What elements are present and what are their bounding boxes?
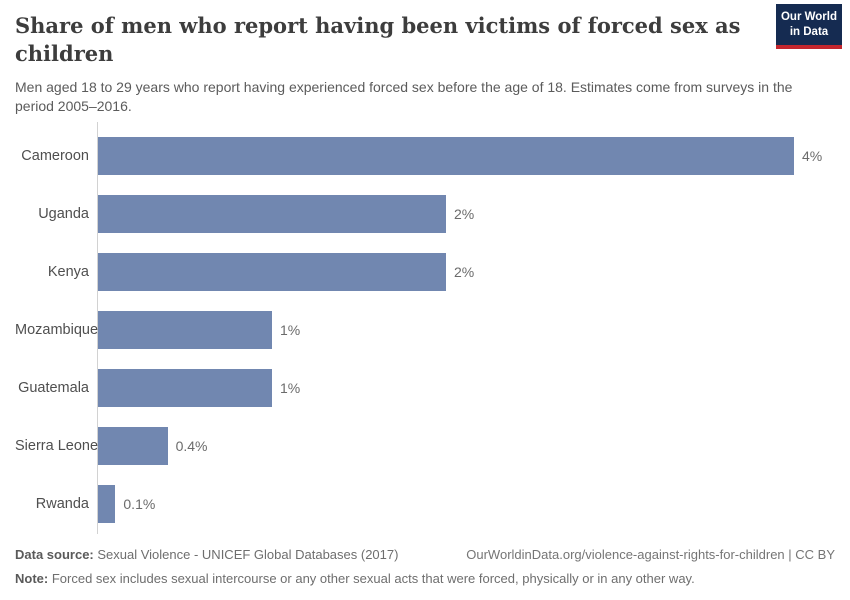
bar[interactable] [98,485,116,523]
value-label: 1% [280,380,301,396]
value-label: 0.1% [123,496,156,512]
bar-row: Mozambique 1% [15,301,835,359]
bar-chart: Cameroon 4% Uganda 2% Kenya 2% Mozambique 1% Gua… [15,122,835,534]
bar[interactable] [98,253,446,291]
country-label: Rwanda [35,496,89,512]
bar[interactable] [98,427,168,465]
chart-footer: Data source: Sexual Violence - UNICEF Gl… [15,546,835,588]
data-source-text: Sexual Violence - UNICEF Global Database… [97,547,399,562]
data-source-label: Data source: [15,547,94,562]
bar-row: Uganda 2% [15,185,835,243]
chart-header: Share of men who report having been vict… [15,12,835,117]
footnote: Note: Forced sex includes sexual interco… [15,570,835,588]
bar-rows: Cameroon 4% Uganda 2% Kenya 2% Mozambique 1% Gua… [15,127,835,533]
value-label: 2% [454,206,475,222]
owid-logo-line2: in Data [789,25,829,38]
country-label: Mozambique [15,322,99,338]
value-label: 2% [454,264,475,280]
bar-row: Rwanda 0.1% [15,475,835,533]
country-label: Sierra Leone [15,438,99,454]
owid-url-link[interactable]: OurWorldinData.org/violence-against-righ… [466,547,835,562]
chart-title: Share of men who report having been vict… [15,13,741,67]
country-label: Cameroon [21,148,89,164]
bar-row: Kenya 2% [15,243,835,301]
owid-logo[interactable]: Our World in Data [776,4,842,49]
bar[interactable] [98,369,272,407]
value-label: 1% [280,322,301,338]
footnote-text: Forced sex includes sexual intercourse o… [51,571,695,587]
y-axis-line [97,122,98,534]
bar[interactable] [98,137,794,175]
bar[interactable] [98,311,272,349]
bar-row: Guatemala 1% [15,359,835,417]
chart-subtitle: Men aged 18 to 29 years who report havin… [15,78,793,115]
country-label: Guatemala [18,380,89,396]
country-label: Kenya [47,264,89,280]
bar-row: Cameroon 4% [15,127,835,185]
bar-row: Sierra Leone 0.4% [15,417,835,475]
value-label: 0.4% [175,438,208,454]
footnote-label: Note: [15,571,49,587]
owid-logo-line1: Our World [780,11,837,23]
value-label: 4% [802,148,823,164]
country-label: Uganda [38,206,89,222]
bar[interactable] [98,195,446,233]
data-source: Data source: Sexual Violence - UNICEF Gl… [15,546,398,564]
